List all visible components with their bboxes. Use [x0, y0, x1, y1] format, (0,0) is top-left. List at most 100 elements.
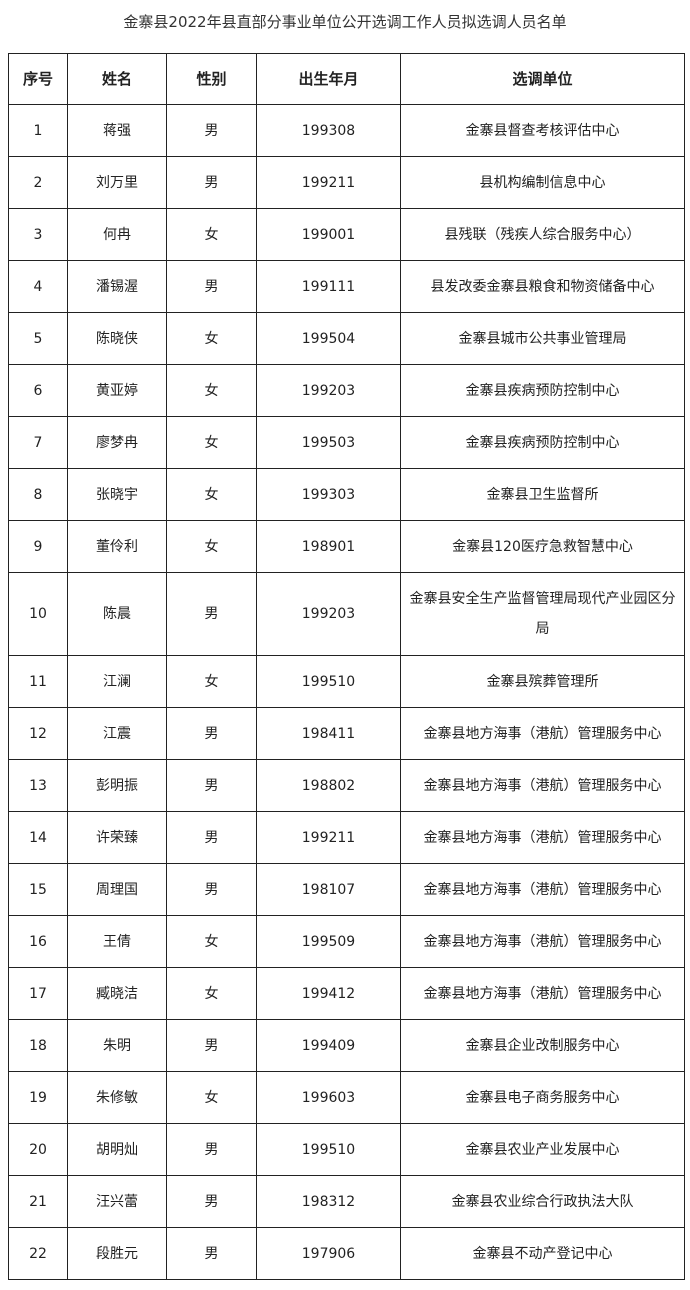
- cell-birth: 199303: [256, 468, 401, 521]
- cell-unit: 金寨县城市公共事业管理局: [400, 312, 685, 365]
- table-body: 1 蒋强男 199308 金寨县督查考核评估中心 2 刘万里男 199211 县机构编制信息中…: [8, 104, 685, 1280]
- header-unit: 选调单位: [400, 53, 685, 105]
- cell-name: 胡明灿: [67, 1123, 167, 1176]
- cell-index: 19: [8, 1071, 68, 1124]
- cell-unit: 金寨县地方海事（港航）管理服务中心: [400, 759, 685, 812]
- cell-name: 蒋强: [67, 104, 167, 157]
- cell-index: 20: [8, 1123, 68, 1176]
- cell-gender: 男: [166, 104, 257, 157]
- cell-birth: 199503: [256, 416, 401, 469]
- cell-index: 3: [8, 208, 68, 261]
- cell-birth: 199111: [256, 260, 401, 313]
- table-row: 13 彭明振男 198802 金寨县地方海事（港航）管理服务中心: [8, 759, 685, 812]
- cell-name: 段胜元: [67, 1227, 167, 1280]
- cell-unit: 县残联（残疾人综合服务中心）: [400, 208, 685, 261]
- cell-gender: 男: [166, 863, 257, 916]
- cell-name: 朱明: [67, 1019, 167, 1072]
- table-row: 20 胡明灿男 199510 金寨县农业产业发展中心: [8, 1123, 685, 1176]
- cell-unit: 金寨县地方海事（港航）管理服务中心: [400, 707, 685, 760]
- cell-gender: 女: [166, 416, 257, 469]
- cell-unit: 金寨县企业改制服务中心: [400, 1019, 685, 1072]
- cell-name: 朱修敏: [67, 1071, 167, 1124]
- cell-unit: 县机构编制信息中心: [400, 156, 685, 209]
- cell-name: 陈晓侠: [67, 312, 167, 365]
- cell-unit: 金寨县殡葬管理所: [400, 655, 685, 708]
- cell-index: 9: [8, 520, 68, 573]
- cell-gender: 女: [166, 364, 257, 417]
- cell-gender: 女: [166, 312, 257, 365]
- header-name: 姓名: [67, 53, 167, 105]
- candidate-table: 序号 姓名 性别 出生年月 选调单位 1 蒋强男 199308 金寨县督查考核评估中心…: [8, 53, 685, 1280]
- table-row: 18 朱明男 199409 金寨县企业改制服务中心: [8, 1019, 685, 1072]
- cell-gender: 男: [166, 260, 257, 313]
- cell-gender: 女: [166, 1071, 257, 1124]
- cell-unit: 金寨县安全生产监督管理局现代产业园区分局: [400, 572, 685, 656]
- cell-name: 江澜: [67, 655, 167, 708]
- cell-gender: 女: [166, 520, 257, 573]
- cell-name: 汪兴蕾: [67, 1175, 167, 1228]
- cell-birth: 199211: [256, 156, 401, 209]
- table-row: 12 江震男 198411 金寨县地方海事（港航）管理服务中心: [8, 707, 685, 760]
- cell-name: 张晓宇: [67, 468, 167, 521]
- cell-name: 刘万里: [67, 156, 167, 209]
- cell-birth: 197906: [256, 1227, 401, 1280]
- table-row: 8 张晓宇女 199303 金寨县卫生监督所: [8, 468, 685, 521]
- cell-gender: 女: [166, 915, 257, 968]
- cell-name: 廖梦冉: [67, 416, 167, 469]
- cell-birth: 198901: [256, 520, 401, 573]
- header-index: 序号: [8, 53, 68, 105]
- cell-gender: 女: [166, 468, 257, 521]
- cell-unit: 金寨县疾病预防控制中心: [400, 364, 685, 417]
- table-row: 17 臧晓洁女 199412 金寨县地方海事（港航）管理服务中心: [8, 967, 685, 1020]
- cell-birth: 199412: [256, 967, 401, 1020]
- cell-index: 22: [8, 1227, 68, 1280]
- cell-index: 10: [8, 572, 68, 656]
- cell-name: 董伶利: [67, 520, 167, 573]
- cell-name: 周理国: [67, 863, 167, 916]
- cell-index: 15: [8, 863, 68, 916]
- table-row: 11 江澜女 199510 金寨县殡葬管理所: [8, 655, 685, 708]
- cell-unit: 金寨县不动产登记中心: [400, 1227, 685, 1280]
- cell-birth: 198312: [256, 1175, 401, 1228]
- cell-gender: 男: [166, 1123, 257, 1176]
- cell-name: 臧晓洁: [67, 967, 167, 1020]
- cell-unit: 金寨县农业综合行政执法大队: [400, 1175, 685, 1228]
- table-row: 10 陈晨男 199203 金寨县安全生产监督管理局现代产业园区分局: [8, 572, 685, 656]
- table-row: 22 段胜元男 197906 金寨县不动产登记中心: [8, 1227, 685, 1280]
- cell-birth: 199308: [256, 104, 401, 157]
- cell-gender: 男: [166, 707, 257, 760]
- cell-birth: 199510: [256, 655, 401, 708]
- cell-birth: 199409: [256, 1019, 401, 1072]
- cell-gender: 女: [166, 208, 257, 261]
- cell-birth: 198802: [256, 759, 401, 812]
- cell-unit: 金寨县地方海事（港航）管理服务中心: [400, 863, 685, 916]
- table-row: 3 何冉女 199001 县残联（残疾人综合服务中心）: [8, 208, 685, 261]
- cell-index: 7: [8, 416, 68, 469]
- cell-index: 5: [8, 312, 68, 365]
- cell-gender: 男: [166, 811, 257, 864]
- cell-unit: 金寨县电子商务服务中心: [400, 1071, 685, 1124]
- table-row: 15 周理国男 198107 金寨县地方海事（港航）管理服务中心: [8, 863, 685, 916]
- cell-birth: 199203: [256, 572, 401, 656]
- cell-gender: 男: [166, 759, 257, 812]
- table-row: 19 朱修敏女 199603 金寨县电子商务服务中心: [8, 1071, 685, 1124]
- cell-name: 何冉: [67, 208, 167, 261]
- cell-birth: 199001: [256, 208, 401, 261]
- cell-gender: 女: [166, 655, 257, 708]
- cell-index: 21: [8, 1175, 68, 1228]
- cell-birth: 199203: [256, 364, 401, 417]
- cell-index: 18: [8, 1019, 68, 1072]
- cell-index: 4: [8, 260, 68, 313]
- table-row: 5 陈晓侠女 199504 金寨县城市公共事业管理局: [8, 312, 685, 365]
- cell-name: 黄亚婷: [67, 364, 167, 417]
- cell-name: 彭明振: [67, 759, 167, 812]
- cell-unit: 县发改委金寨县粮食和物资储备中心: [400, 260, 685, 313]
- cell-name: 王倩: [67, 915, 167, 968]
- cell-name: 陈晨: [67, 572, 167, 656]
- cell-index: 13: [8, 759, 68, 812]
- table-row: 14 许荣臻男 199211 金寨县地方海事（港航）管理服务中心: [8, 811, 685, 864]
- page-title: 金寨县2022年县直部分事业单位公开选调工作人员拟选调人员名单: [123, 13, 567, 31]
- cell-gender: 男: [166, 572, 257, 656]
- cell-unit: 金寨县疾病预防控制中心: [400, 416, 685, 469]
- cell-unit: 金寨县卫生监督所: [400, 468, 685, 521]
